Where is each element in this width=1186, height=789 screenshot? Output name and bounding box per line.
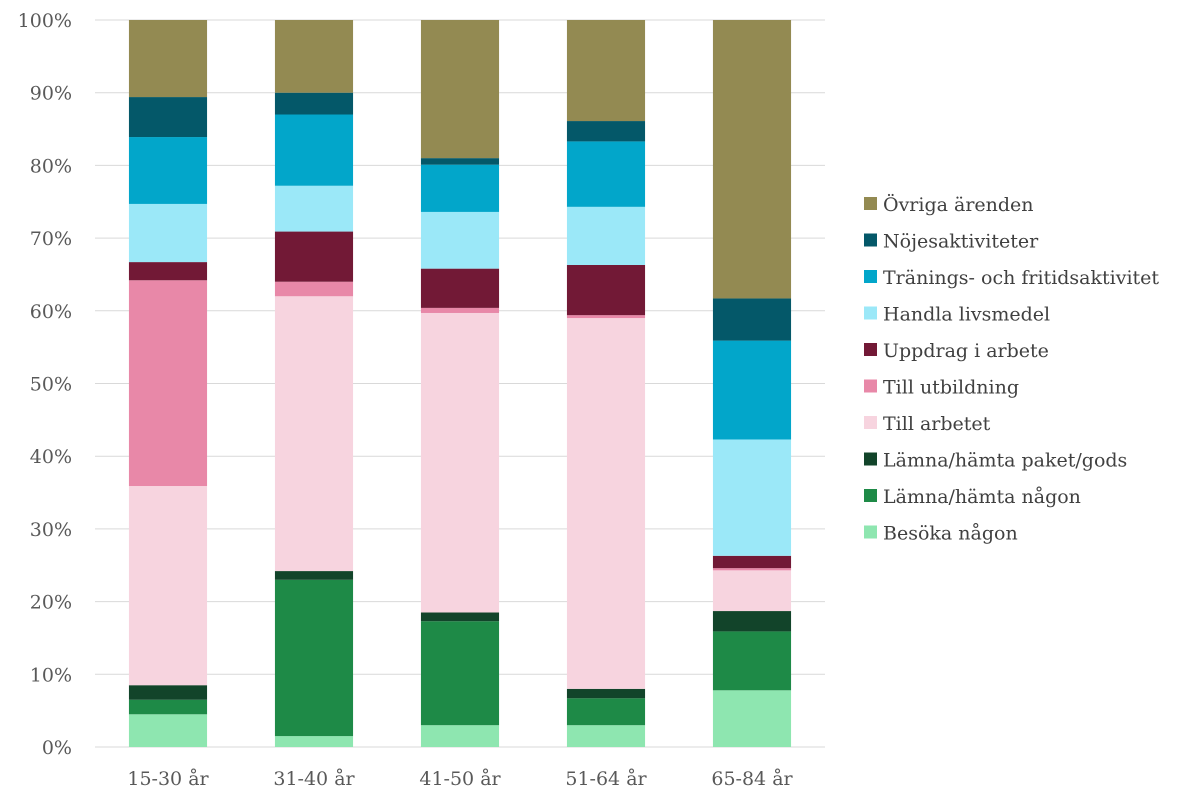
bar-segment bbox=[274, 185, 354, 232]
bar-segment bbox=[128, 262, 208, 281]
legend-swatch bbox=[864, 416, 877, 429]
y-tick-label: 100% bbox=[18, 10, 72, 32]
y-tick-label: 20% bbox=[30, 592, 72, 614]
bar-segment bbox=[274, 296, 354, 572]
legend-label: Lämna/hämta paket/gods bbox=[883, 450, 1127, 472]
bar-segment bbox=[566, 141, 646, 207]
bar-segment bbox=[420, 725, 500, 747]
legend-swatch bbox=[864, 343, 877, 356]
bar-segment bbox=[420, 211, 500, 269]
legend-swatch bbox=[864, 233, 877, 247]
bar-segment bbox=[128, 20, 208, 98]
bar-segment bbox=[712, 439, 792, 556]
bar-segment bbox=[274, 571, 354, 580]
legend-label: Uppdrag i arbete bbox=[883, 340, 1049, 362]
bar-segment bbox=[420, 312, 500, 613]
legend-swatch bbox=[864, 525, 877, 539]
bar-segment bbox=[712, 555, 792, 569]
bar-segment bbox=[420, 307, 500, 313]
bar-segment bbox=[712, 611, 792, 632]
legend-label: Tränings- och fritidsaktivitet bbox=[883, 267, 1159, 289]
legend-label: Handla livsmedel bbox=[883, 304, 1050, 326]
legend-label: Nöjesaktiviteter bbox=[883, 231, 1039, 253]
bar-segment bbox=[128, 280, 208, 487]
bar-segment bbox=[128, 137, 208, 204]
bar-segment bbox=[128, 714, 208, 747]
bar-segment bbox=[128, 97, 208, 138]
y-tick-label: 70% bbox=[30, 228, 72, 250]
y-axis-ticks: 0% 10% 20% 30% 40% 50% 60% 70% 80% 90% 100% bbox=[18, 10, 72, 759]
bar-segment bbox=[566, 688, 646, 699]
bar-segment bbox=[420, 164, 500, 212]
bar-segment bbox=[712, 298, 792, 341]
bars bbox=[128, 20, 792, 747]
bar-segment bbox=[274, 20, 354, 93]
bar-segment bbox=[566, 315, 646, 319]
bar-segment bbox=[712, 570, 792, 612]
legend-swatch bbox=[864, 270, 877, 283]
x-tick-label: 15-30 år bbox=[127, 768, 209, 789]
bar-segment bbox=[274, 231, 354, 282]
legend-swatch bbox=[864, 197, 877, 210]
legend-label: Övriga ärenden bbox=[883, 193, 1034, 216]
bar-segment bbox=[566, 725, 646, 747]
y-tick-label: 30% bbox=[30, 519, 72, 541]
bar-segment bbox=[712, 690, 792, 747]
x-axis-ticks: 15-30 år 31-40 år 41-50 år 51-64 år 65-84 år bbox=[127, 768, 793, 789]
bar-segment bbox=[566, 206, 646, 265]
bar-segment bbox=[420, 20, 500, 159]
bar-segment bbox=[712, 340, 792, 440]
bar-segment bbox=[274, 92, 354, 115]
bar-segment bbox=[274, 579, 354, 737]
bar-segment bbox=[566, 264, 646, 316]
bar-segment bbox=[712, 568, 792, 571]
legend-label: Till utbildning bbox=[883, 377, 1019, 399]
y-tick-label: 40% bbox=[30, 446, 72, 468]
x-tick-label: 41-50 år bbox=[419, 768, 501, 789]
legend-label: Besöka någon bbox=[883, 523, 1018, 545]
bar-segment bbox=[128, 699, 208, 715]
bar-segment bbox=[274, 736, 354, 747]
bar-segment bbox=[566, 698, 646, 726]
legend-label: Lämna/hämta någon bbox=[883, 486, 1081, 508]
bar-segment bbox=[274, 114, 354, 186]
bar-segment bbox=[712, 631, 792, 691]
x-tick-label: 31-40 år bbox=[273, 768, 355, 789]
bar-segment bbox=[420, 268, 500, 308]
y-tick-label: 10% bbox=[30, 664, 72, 686]
y-tick-label: 80% bbox=[30, 155, 72, 177]
y-tick-label: 0% bbox=[42, 737, 72, 759]
legend-swatch bbox=[864, 489, 877, 502]
x-tick-label: 65-84 år bbox=[711, 768, 793, 789]
bar-segment bbox=[128, 203, 208, 263]
legend-swatch bbox=[864, 452, 877, 466]
x-tick-label: 51-64 år bbox=[565, 768, 647, 789]
bar-segment bbox=[420, 612, 500, 622]
y-tick-label: 50% bbox=[30, 374, 72, 396]
y-tick-label: 90% bbox=[30, 83, 72, 105]
bar-segment bbox=[566, 318, 646, 689]
bar-segment bbox=[420, 158, 500, 165]
bar-segment bbox=[128, 685, 208, 700]
legend-swatch bbox=[864, 306, 877, 320]
bar-segment bbox=[712, 20, 792, 299]
bar-segment bbox=[274, 281, 354, 297]
y-tick-label: 60% bbox=[30, 301, 72, 323]
bar-segment bbox=[420, 621, 500, 726]
bar-segment bbox=[566, 20, 646, 122]
bar-segment bbox=[128, 486, 208, 686]
bar-segment bbox=[566, 121, 646, 142]
legend-label: Till arbetet bbox=[883, 413, 991, 435]
legend: Övriga ärenden Nöjesaktiviteter Tränings- … bbox=[864, 193, 1159, 545]
legend-swatch bbox=[864, 379, 877, 393]
